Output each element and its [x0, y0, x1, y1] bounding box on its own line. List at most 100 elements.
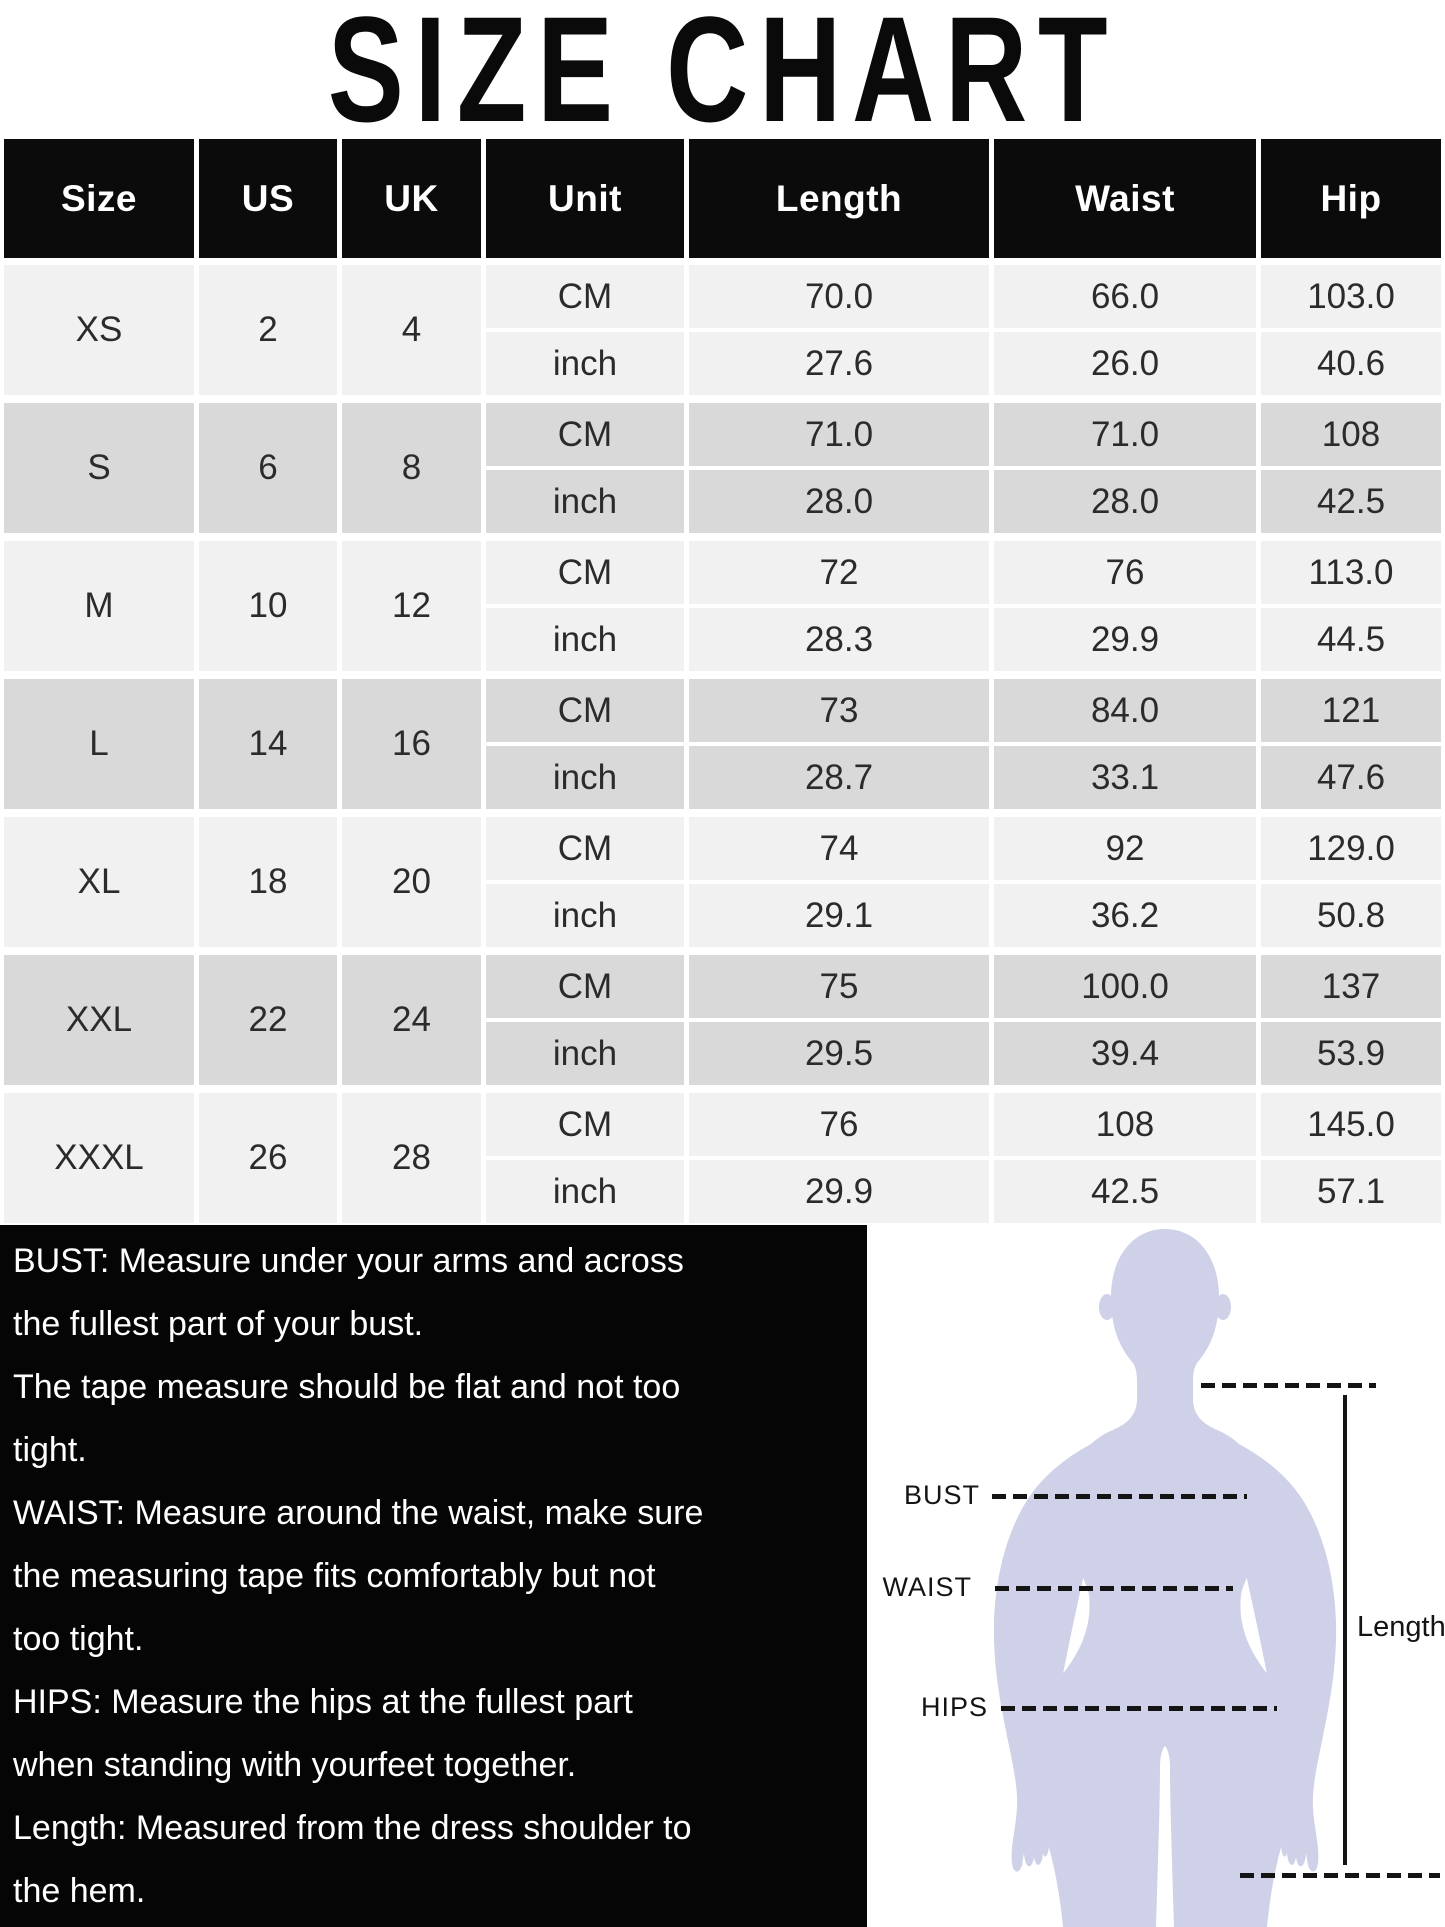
hip-cm-cell: 103.0	[1261, 265, 1441, 328]
length-inch-cell: 28.3	[689, 608, 989, 671]
unit-inch-cell: inch	[486, 470, 684, 533]
size-table: Size US UK Unit Length Waist Hip XS 2 4 …	[4, 139, 1441, 1231]
length-cm-cell: 75	[689, 955, 989, 1018]
table-row-group-s: S 6 8 CM 71.0 71.0 108 inch 28.0 28.0 42…	[4, 403, 1441, 533]
us-cell: 6	[199, 403, 337, 533]
waist-inch-cell: 26.0	[994, 332, 1256, 395]
length-cm-cell: 73	[689, 679, 989, 742]
hip-cm-cell: 113.0	[1261, 541, 1441, 604]
header-uk: UK	[342, 139, 481, 258]
size-cell: XS	[4, 265, 194, 395]
header-length: Length	[689, 139, 989, 258]
unit-inch-cell: inch	[486, 332, 684, 395]
unit-cm-cell: CM	[486, 817, 684, 880]
header-us: US	[199, 139, 337, 258]
unit-inch-cell: inch	[486, 746, 684, 809]
length-inch-cell: 29.5	[689, 1022, 989, 1085]
table-row-group-m: M 10 12 CM 72 76 113.0 inch 28.3 29.9 44…	[4, 541, 1441, 671]
us-cell: 18	[199, 817, 337, 947]
shoulder-dash-line	[1201, 1383, 1376, 1388]
waist-inch-cell: 39.4	[994, 1022, 1256, 1085]
hip-inch-cell: 50.8	[1261, 884, 1441, 947]
hip-cm-cell: 137	[1261, 955, 1441, 1018]
waist-inch-cell: 42.5	[994, 1160, 1256, 1223]
waist-cm-cell: 66.0	[994, 265, 1256, 328]
unit-cm-cell: CM	[486, 1093, 684, 1156]
hip-cm-cell: 121	[1261, 679, 1441, 742]
uk-cell: 8	[342, 403, 481, 533]
hip-inch-cell: 53.9	[1261, 1022, 1441, 1085]
header-waist: Waist	[994, 139, 1256, 258]
size-cell: XXXL	[4, 1093, 194, 1223]
unit-cm-cell: CM	[486, 265, 684, 328]
table-row-group-xxxl: XXXL 26 28 CM 76 108 145.0 inch 29.9 42.…	[4, 1093, 1441, 1223]
uk-cell: 20	[342, 817, 481, 947]
length-label: Length	[1357, 1611, 1445, 1643]
waist-cm-cell: 108	[994, 1093, 1256, 1156]
hip-inch-cell: 47.6	[1261, 746, 1441, 809]
measurement-diagram	[867, 1225, 1445, 1927]
waist-inch-cell: 33.1	[994, 746, 1256, 809]
unit-inch-cell: inch	[486, 1160, 684, 1223]
title-bar: SIZE CHART	[0, 0, 1445, 144]
us-cell: 22	[199, 955, 337, 1085]
waist-inch-cell: 29.9	[994, 608, 1256, 671]
us-cell: 2	[199, 265, 337, 395]
table-row-group-xs: XS 2 4 CM 70.0 66.0 103.0 inch 27.6 26.0…	[4, 265, 1441, 395]
length-inch-cell: 28.0	[689, 470, 989, 533]
hips-dash-line	[1001, 1706, 1277, 1711]
waist-cm-cell: 100.0	[994, 955, 1256, 1018]
size-cell: M	[4, 541, 194, 671]
uk-cell: 28	[342, 1093, 481, 1223]
table-row-group-xxl: XXL 22 24 CM 75 100.0 137 inch 29.5 39.4…	[4, 955, 1441, 1085]
us-cell: 26	[199, 1093, 337, 1223]
bust-label: BUST	[903, 1480, 980, 1510]
length-inch-cell: 28.7	[689, 746, 989, 809]
page-title: SIZE CHART	[327, 0, 1118, 153]
unit-inch-cell: inch	[486, 1022, 684, 1085]
waist-dash-line	[995, 1586, 1233, 1591]
waist-label: WAIST	[882, 1572, 972, 1602]
waist-cm-cell: 92	[994, 817, 1256, 880]
bust-dash-line	[992, 1494, 1247, 1499]
waist-cm-cell: 71.0	[994, 403, 1256, 466]
hips-label: HIPS	[920, 1692, 988, 1722]
table-header-row: Size US UK Unit Length Waist Hip	[4, 139, 1441, 258]
hip-cm-cell: 108	[1261, 403, 1441, 466]
waist-inch-cell: 28.0	[994, 470, 1256, 533]
measurement-notes: BUST: Measure under your arms and across…	[0, 1225, 867, 1927]
female-body-silhouette-icon	[993, 1229, 1337, 1927]
unit-cm-cell: CM	[486, 679, 684, 742]
unit-cm-cell: CM	[486, 541, 684, 604]
length-cm-cell: 72	[689, 541, 989, 604]
length-inch-cell: 29.9	[689, 1160, 989, 1223]
hip-inch-cell: 40.6	[1261, 332, 1441, 395]
table-row-group-xl: XL 18 20 CM 74 92 129.0 inch 29.1 36.2 5…	[4, 817, 1441, 947]
length-inch-cell: 29.1	[689, 884, 989, 947]
bottom-section: BUST: Measure under your arms and across…	[0, 1225, 1445, 1927]
header-unit: Unit	[486, 139, 684, 258]
waist-cm-cell: 76	[994, 541, 1256, 604]
unit-inch-cell: inch	[486, 884, 684, 947]
hem-dash-line	[1240, 1873, 1440, 1878]
uk-cell: 4	[342, 265, 481, 395]
header-size: Size	[4, 139, 194, 258]
unit-cm-cell: CM	[486, 403, 684, 466]
waist-cm-cell: 84.0	[994, 679, 1256, 742]
waist-inch-cell: 36.2	[994, 884, 1256, 947]
size-cell: L	[4, 679, 194, 809]
length-cm-cell: 76	[689, 1093, 989, 1156]
hip-inch-cell: 44.5	[1261, 608, 1441, 671]
unit-inch-cell: inch	[486, 608, 684, 671]
length-cm-cell: 74	[689, 817, 989, 880]
length-inch-cell: 27.6	[689, 332, 989, 395]
hip-inch-cell: 57.1	[1261, 1160, 1441, 1223]
table-row-group-l: L 14 16 CM 73 84.0 121 inch 28.7 33.1 47…	[4, 679, 1441, 809]
us-cell: 10	[199, 541, 337, 671]
uk-cell: 16	[342, 679, 481, 809]
hip-inch-cell: 42.5	[1261, 470, 1441, 533]
header-hip: Hip	[1261, 139, 1441, 258]
uk-cell: 24	[342, 955, 481, 1085]
length-cm-cell: 71.0	[689, 403, 989, 466]
